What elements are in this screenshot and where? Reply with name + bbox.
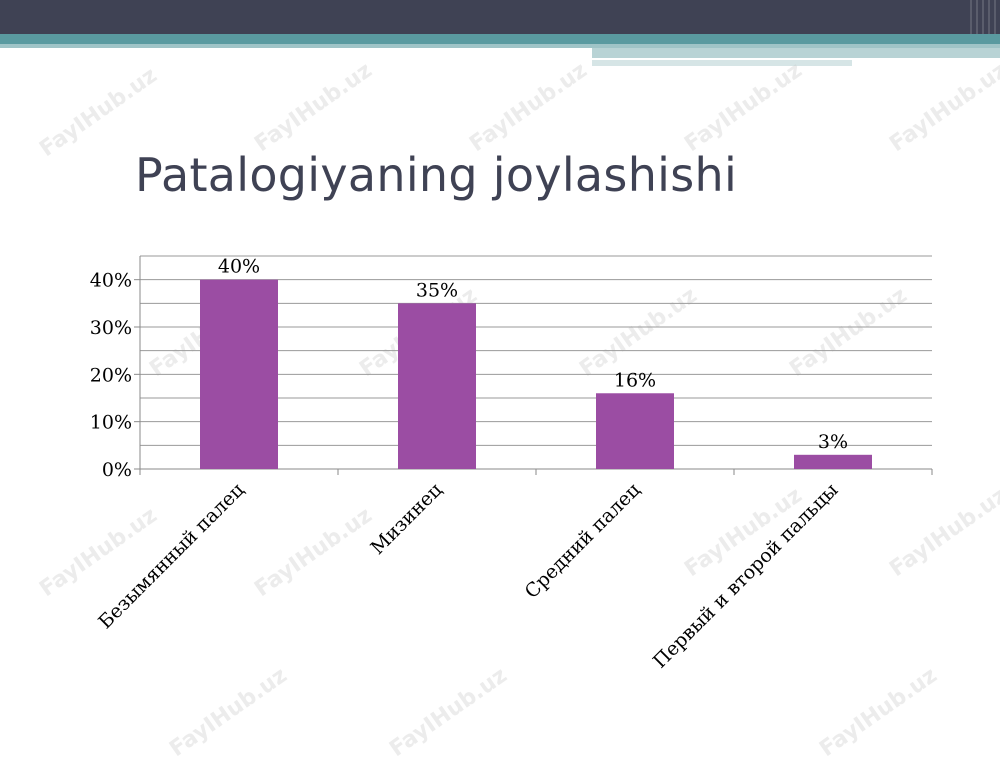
- data-label: 40%: [218, 256, 260, 278]
- accent-stripe-secondary: [592, 60, 852, 66]
- chart-bars: [200, 279, 872, 469]
- category-label: Безымянный палец: [94, 479, 248, 633]
- y-tick-label: 40%: [90, 270, 132, 292]
- y-tick-label: 10%: [90, 412, 132, 434]
- data-label: 3%: [818, 431, 848, 453]
- y-tick-labels: 0% 10% 20% 30% 40%: [90, 270, 132, 481]
- data-label: 35%: [416, 279, 458, 301]
- y-tick-label: 30%: [90, 317, 132, 339]
- accent-band: [0, 34, 1000, 44]
- header-stripes: [966, 0, 1000, 34]
- accent-band-light: [0, 44, 1000, 48]
- data-label: 16%: [614, 369, 656, 391]
- category-label: Средний палец: [521, 479, 645, 603]
- accent-stripe: [592, 48, 1000, 58]
- category-label: Мизинец: [366, 479, 446, 559]
- slide-title: Patalogiyaning joylashishi: [135, 148, 738, 202]
- y-tick-label: 20%: [90, 364, 132, 386]
- y-tick-label: 0%: [102, 459, 132, 481]
- header-band: [0, 0, 1000, 34]
- bar: [398, 303, 476, 469]
- data-labels: 40% 35% 16% 3%: [218, 256, 848, 453]
- bar: [200, 279, 278, 469]
- bar: [596, 393, 674, 469]
- category-labels: Безымянный палец Мизинец Средний палец Перв…: [94, 479, 842, 673]
- bar: [794, 454, 872, 469]
- category-label: Первый и второй пальцы: [649, 479, 843, 673]
